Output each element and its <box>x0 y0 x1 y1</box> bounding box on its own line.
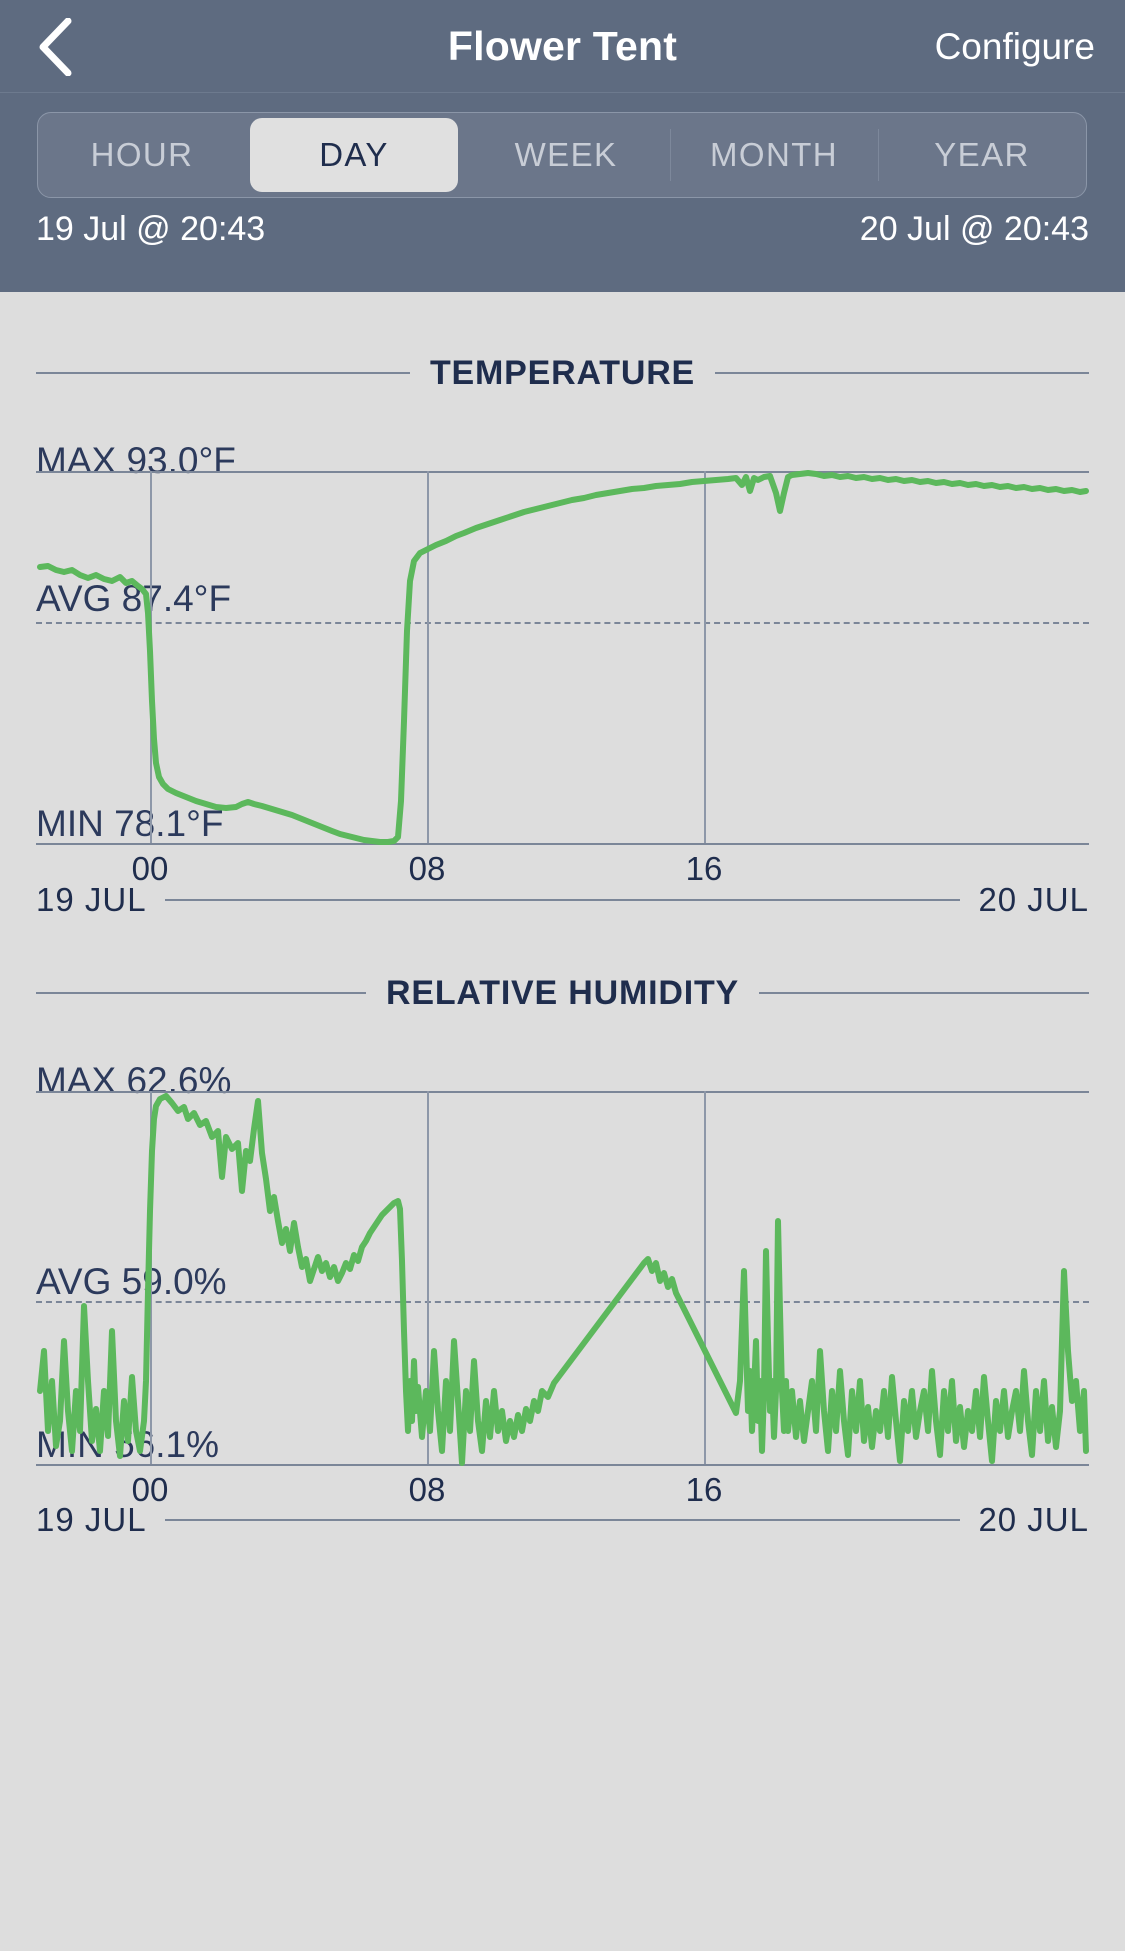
temperature-gridline-08 <box>427 471 429 843</box>
rule-right <box>759 992 1090 994</box>
temperature-section-header: TEMPERATURE <box>36 353 1089 392</box>
temperature-axis-footer: 19 JUL 20 JUL <box>36 880 1089 920</box>
segment-day[interactable]: DAY <box>250 118 458 192</box>
humidity-series-line <box>37 1093 1089 1466</box>
humidity-avg-line <box>36 1301 1089 1303</box>
segment-week[interactable]: WEEK <box>514 136 618 173</box>
temperature-foot-rule <box>164 899 961 901</box>
time-range-segmented-control[interactable]: HOUR DAY WEEK MONTH YEAR <box>37 112 1087 198</box>
temperature-axis-line <box>36 843 1089 845</box>
navigation-bar: Flower Tent Configure <box>0 0 1125 93</box>
humidity-max-line <box>36 1091 1089 1093</box>
temperature-title: TEMPERATURE <box>429 353 696 392</box>
back-button[interactable] <box>10 0 100 93</box>
range-end-label: 20 Jul @ 20:43 <box>859 210 1089 248</box>
temperature-foot-right: 20 JUL <box>978 881 1089 918</box>
temperature-series-line <box>37 470 1089 845</box>
humidity-axis-line <box>36 1464 1089 1466</box>
temperature-plot-area <box>36 470 1089 845</box>
segment-month[interactable]: MONTH <box>670 113 878 197</box>
header-bar: Flower Tent Configure HOUR DAY WEEK MONT… <box>0 0 1125 292</box>
segment-year[interactable]: YEAR <box>878 113 1086 197</box>
segment-hour[interactable]: HOUR <box>90 136 194 173</box>
rule-left <box>36 372 410 374</box>
humidity-axis-footer: 19 JUL 20 JUL <box>36 1500 1089 1540</box>
humidity-plot-area <box>36 1091 1089 1466</box>
configure-button[interactable]: Configure <box>934 25 1095 67</box>
rule-left <box>36 992 367 994</box>
temperature-max-label: MAX 93.0°F <box>36 440 236 481</box>
humidity-avg-label: AVG 59.0% <box>36 1261 227 1302</box>
humidity-tick-08: 08 <box>408 1471 446 1508</box>
humidity-tick-00: 00 <box>131 1471 169 1508</box>
temperature-avg-line <box>36 622 1089 624</box>
humidity-foot-rule <box>164 1519 961 1521</box>
page-title: Flower Tent <box>447 23 678 69</box>
temperature-tick-08: 08 <box>408 850 446 887</box>
temperature-min-label: MIN 78.1°F <box>36 803 224 844</box>
temperature-gridline-16 <box>704 471 706 843</box>
temperature-tick-00: 00 <box>131 850 169 887</box>
humidity-max-label: MAX 62.6% <box>36 1060 232 1101</box>
date-range: 19 Jul @ 20:43 20 Jul @ 20:43 <box>0 210 1125 274</box>
humidity-foot-left: 19 JUL <box>36 1501 147 1538</box>
humidity-gridline-16 <box>704 1091 706 1464</box>
temperature-tick-16: 16 <box>685 850 723 887</box>
chevron-left-icon <box>39 17 72 76</box>
humidity-tick-16: 16 <box>685 1471 723 1508</box>
rule-right <box>715 372 1089 374</box>
humidity-section-header: RELATIVE HUMIDITY <box>36 973 1090 1012</box>
humidity-gridline-08 <box>427 1091 429 1464</box>
temperature-foot-left: 19 JUL <box>36 881 147 918</box>
humidity-title: RELATIVE HUMIDITY <box>386 973 739 1012</box>
temperature-max-line <box>36 471 1089 473</box>
humidity-foot-right: 20 JUL <box>978 1501 1089 1538</box>
range-start-label: 19 Jul @ 20:43 <box>36 210 266 248</box>
